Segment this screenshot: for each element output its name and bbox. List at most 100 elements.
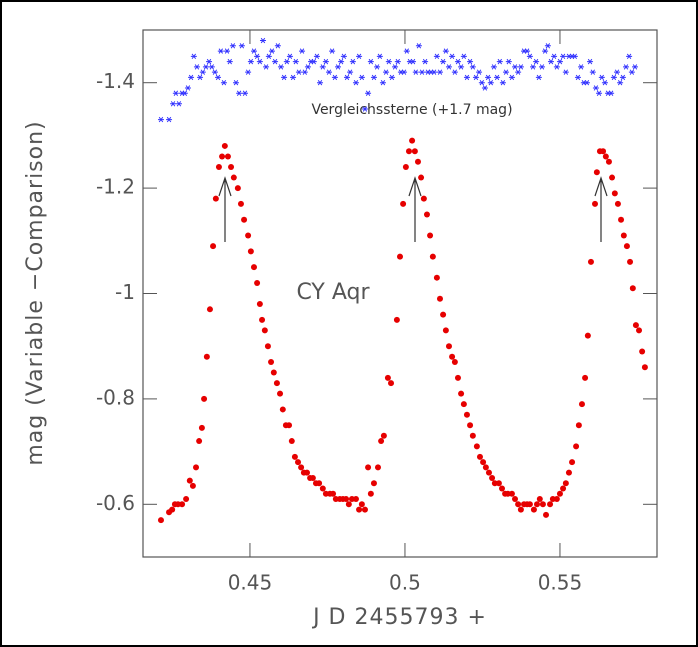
data-point [414,158,421,165]
data-point [237,200,244,207]
data-point [268,48,275,54]
data-point [427,232,434,239]
data-point [451,359,458,366]
data-point [422,58,429,65]
data-point [498,485,505,492]
data-point [409,137,416,144]
data-point [286,422,293,429]
data-point [279,406,286,413]
data-point [226,58,233,65]
data-point [565,469,572,476]
data-point [189,482,196,489]
maximum-arrows [218,176,608,242]
data-point [303,469,310,476]
data-point [442,48,449,54]
data-point [467,58,474,65]
data-point [393,316,400,323]
data-point [241,216,248,223]
data-point [489,474,496,481]
data-point [295,459,302,466]
data-point [623,243,630,250]
data-point [472,74,479,81]
data-point [551,53,558,60]
data-point [392,64,399,70]
data-point [608,90,615,96]
data-point [596,90,603,96]
data-point [309,474,316,481]
data-point [591,200,598,207]
data-point [482,464,489,471]
data-point [263,64,270,70]
data-point [571,53,578,60]
data-point [445,343,452,350]
data-point [291,453,298,460]
data-point [458,64,465,70]
data-point [304,64,311,70]
data-point [270,369,277,376]
data-point [281,74,288,81]
y-tick-label: -1 [115,280,135,304]
data-point [259,316,266,323]
data-point [224,48,231,54]
data-point [170,101,177,107]
data-point [600,148,607,155]
data-point [512,64,519,70]
data-point [256,58,263,65]
data-point [629,285,636,292]
data-point [547,58,554,65]
data-point [157,517,164,524]
data-point [228,164,235,171]
data-point [481,85,488,91]
data-point [319,64,326,70]
data-point [538,64,545,70]
data-point [503,69,510,75]
data-point [352,496,359,503]
data-point [556,490,563,497]
data-point [193,64,200,70]
arrow [218,176,232,242]
data-point [283,58,290,65]
data-point [490,64,497,70]
data-point [326,69,333,75]
data-point [544,43,551,49]
data-point [394,58,401,65]
data-point [169,506,176,513]
data-point [467,422,474,429]
data-point [609,174,616,181]
data-point [254,53,261,60]
data-point [440,311,447,318]
data-point [384,374,391,381]
data-point [449,53,456,60]
data-point [508,74,515,81]
data-point [433,274,440,281]
data-point [524,48,531,54]
data-point [578,64,585,70]
data-point [433,53,440,60]
data-point [190,53,197,60]
data-point [179,501,186,508]
data-point [530,506,537,513]
data-point [220,80,227,86]
data-point [376,53,383,60]
data-point [186,477,193,484]
y-tick-label: -1.2 [96,175,135,199]
data-point [499,80,506,86]
data-point [469,432,476,439]
data-point [556,58,563,65]
data-point [418,174,425,181]
data-point [157,116,164,123]
data-point [345,501,352,508]
data-point [411,148,418,155]
x-tick-label: 0.5 [389,571,421,595]
data-point [219,153,226,160]
data-point [277,390,284,397]
data-point [206,306,213,313]
data-point [517,64,524,70]
data-point [574,74,581,81]
data-point [241,90,248,96]
data-point [229,43,236,49]
data-point [423,211,430,218]
data-point [451,69,458,75]
data-point [356,506,363,513]
